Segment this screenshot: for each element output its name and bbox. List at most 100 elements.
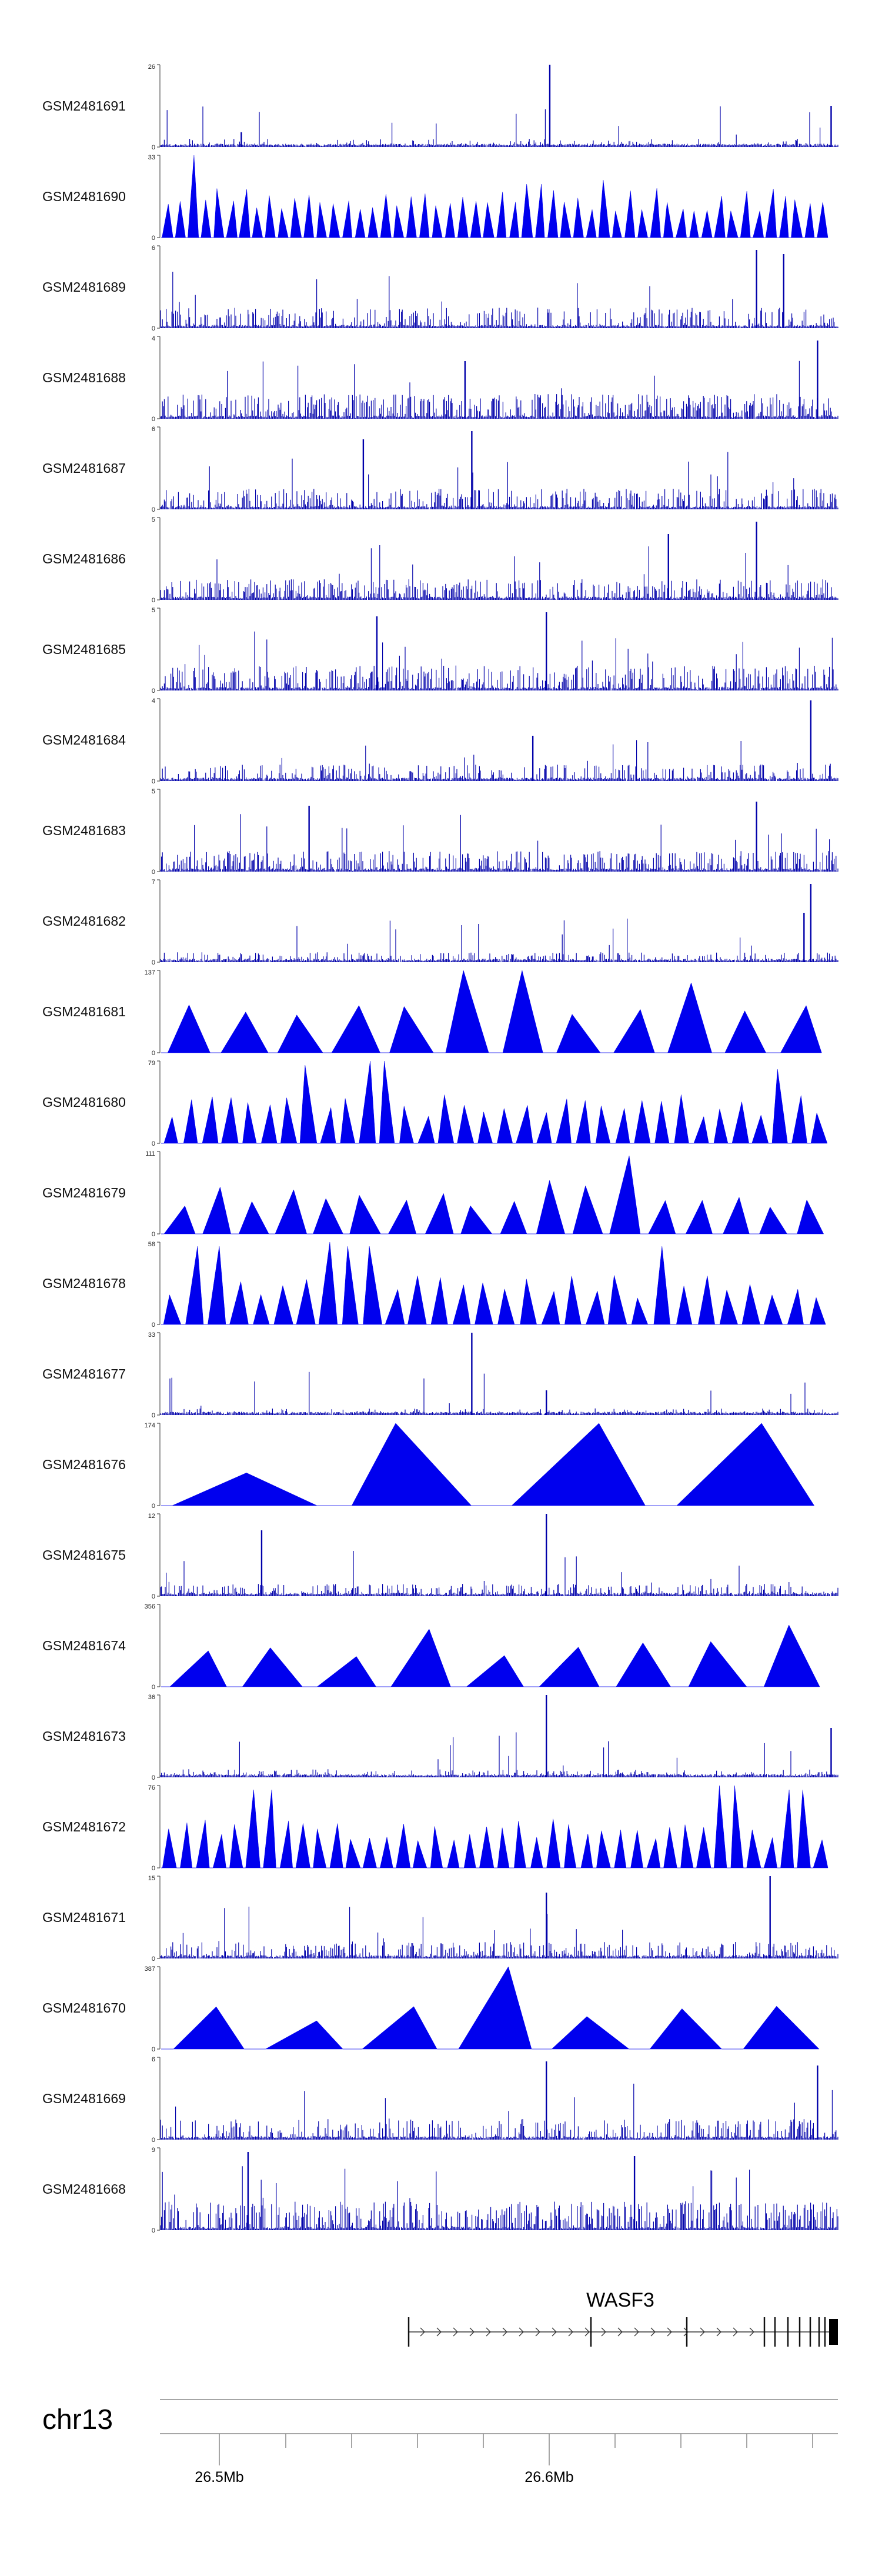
coverage-signal xyxy=(160,631,838,690)
coverage-signal xyxy=(160,452,838,509)
track-label: GSM2481677 xyxy=(42,1366,126,1382)
strand-arrow-icon xyxy=(519,2327,524,2337)
y-max-label: 33 xyxy=(148,154,155,161)
coverage-signal xyxy=(161,1423,815,1506)
track-GSM2481679: GSM2481679 111 0 xyxy=(42,1150,824,1238)
track-label: GSM2481670 xyxy=(42,2000,126,2016)
track-label: GSM2481680 xyxy=(42,1095,126,1110)
track-GSM2481688: GSM2481688 4 0 xyxy=(42,335,838,423)
y-min-label: 0 xyxy=(152,1503,155,1510)
strand-arrow-icon xyxy=(634,2327,639,2337)
y-max-label: 76 xyxy=(148,1784,155,1791)
y-min-label: 0 xyxy=(152,1231,155,1238)
strand-arrow-icon xyxy=(716,2327,721,2337)
track-GSM2481668: GSM2481668 9 0 xyxy=(42,2147,838,2234)
axis-ticks xyxy=(219,2434,813,2465)
track-label: GSM2481681 xyxy=(42,1004,126,1019)
track-label: GSM2481679 xyxy=(42,1185,126,1200)
track-label: GSM2481683 xyxy=(42,823,126,838)
track-label: GSM2481686 xyxy=(42,551,126,566)
coverage-signal xyxy=(160,1732,838,1777)
strand-arrow-icon xyxy=(617,2327,623,2337)
axis-tick-label-26-5: 26.5Mb xyxy=(195,2469,243,2485)
y-min-label: 0 xyxy=(152,597,155,604)
strand-arrow-icon xyxy=(486,2327,491,2337)
y-min-label: 0 xyxy=(152,1322,155,1329)
track-GSM2481678: GSM2481678 58 0 xyxy=(42,1241,826,1329)
track-label: GSM2481682 xyxy=(42,913,126,929)
track-label: GSM2481668 xyxy=(42,2181,126,2197)
chromosome-label: chr13 xyxy=(42,2404,113,2435)
y-min-label: 0 xyxy=(152,416,155,423)
y-max-label: 33 xyxy=(148,1332,155,1339)
track-label: GSM2481690 xyxy=(42,189,126,204)
track-GSM2481670: GSM2481670 387 0 xyxy=(42,1966,820,2053)
y-min-label: 0 xyxy=(152,869,155,876)
strand-arrow-icon xyxy=(584,2327,590,2337)
y-max-label: 174 xyxy=(145,1422,155,1429)
strand-arrow-icon xyxy=(733,2327,738,2337)
y-min-label: 0 xyxy=(152,1865,155,1872)
y-max-label: 5 xyxy=(152,607,155,614)
track-label: GSM2481678 xyxy=(42,1276,126,1291)
track-GSM2481686: GSM2481686 5 0 xyxy=(42,516,838,604)
strand-arrow-icon xyxy=(535,2327,540,2337)
track-GSM2481682: GSM2481682 7 0 xyxy=(42,879,838,966)
track-GSM2481685: GSM2481685 5 0 xyxy=(42,607,838,695)
y-min-label: 0 xyxy=(152,235,155,242)
track-GSM2481684: GSM2481684 4 0 xyxy=(42,698,838,785)
y-max-label: 5 xyxy=(152,516,155,523)
track-GSM2481690: GSM2481690 33 0 xyxy=(42,154,828,242)
track-GSM2481669: GSM2481669 6 0 xyxy=(42,2056,838,2144)
axis-tick-label-26-6: 26.6Mb xyxy=(524,2469,573,2485)
track-label: GSM2481684 xyxy=(42,732,126,748)
coverage-signal xyxy=(160,740,838,781)
track-GSM2481691: GSM2481691 26 0 xyxy=(42,64,838,151)
y-min-label: 0 xyxy=(152,959,155,966)
track-label: GSM2481675 xyxy=(42,1547,126,1563)
track-GSM2481672: GSM2481672 76 0 xyxy=(42,1784,828,1872)
gene-model: WASF3 xyxy=(407,2289,838,2347)
y-max-label: 6 xyxy=(152,2056,155,2063)
strand-arrow-icon xyxy=(667,2327,672,2337)
track-label: GSM2481673 xyxy=(42,1729,126,1744)
coverage-signal xyxy=(160,2083,838,2140)
coverage-signal xyxy=(161,1966,820,2050)
y-min-label: 0 xyxy=(152,2046,155,2053)
strand-arrow-icon xyxy=(420,2327,425,2337)
coverage-signal xyxy=(160,272,838,328)
y-min-label: 0 xyxy=(152,1774,155,1781)
strand-arrow-icon xyxy=(552,2327,557,2337)
y-min-label: 0 xyxy=(152,144,155,151)
track-label: GSM2481689 xyxy=(42,279,126,295)
y-max-label: 6 xyxy=(152,245,155,252)
strand-arrow-icon xyxy=(601,2327,606,2337)
coverage-signal xyxy=(160,1906,838,1958)
y-min-label: 0 xyxy=(152,688,155,695)
y-max-label: 6 xyxy=(152,426,155,433)
y-min-label: 0 xyxy=(152,2137,155,2144)
track-label: GSM2481685 xyxy=(42,642,126,657)
track-GSM2481674: GSM2481674 356 0 xyxy=(42,1603,820,1691)
y-max-label: 7 xyxy=(152,879,155,886)
coverage-signal xyxy=(161,1785,828,1868)
y-min-label: 0 xyxy=(152,1050,155,1057)
y-max-label: 9 xyxy=(152,2147,155,2154)
track-GSM2481681: GSM2481681 137 0 xyxy=(42,969,822,1057)
coverage-signal xyxy=(160,545,838,600)
track-label: GSM2481691 xyxy=(42,98,126,114)
y-min-label: 0 xyxy=(152,1593,155,1600)
y-min-label: 0 xyxy=(152,778,155,785)
y-max-label: 111 xyxy=(145,1150,155,1157)
track-GSM2481687: GSM2481687 6 0 xyxy=(42,426,838,513)
strand-arrow-icon xyxy=(650,2327,656,2337)
y-max-label: 12 xyxy=(148,1513,155,1520)
track-GSM2481680: GSM2481680 79 0 xyxy=(42,1060,828,1147)
gene-utr-block xyxy=(829,2319,838,2345)
y-max-label: 387 xyxy=(145,1966,155,1973)
coverage-signal xyxy=(160,2166,838,2230)
coverage-tracks: GSM2481691260GSM2481690330GSM248168960GS… xyxy=(42,64,838,2234)
y-max-label: 26 xyxy=(148,64,155,71)
y-min-label: 0 xyxy=(152,1412,155,1419)
